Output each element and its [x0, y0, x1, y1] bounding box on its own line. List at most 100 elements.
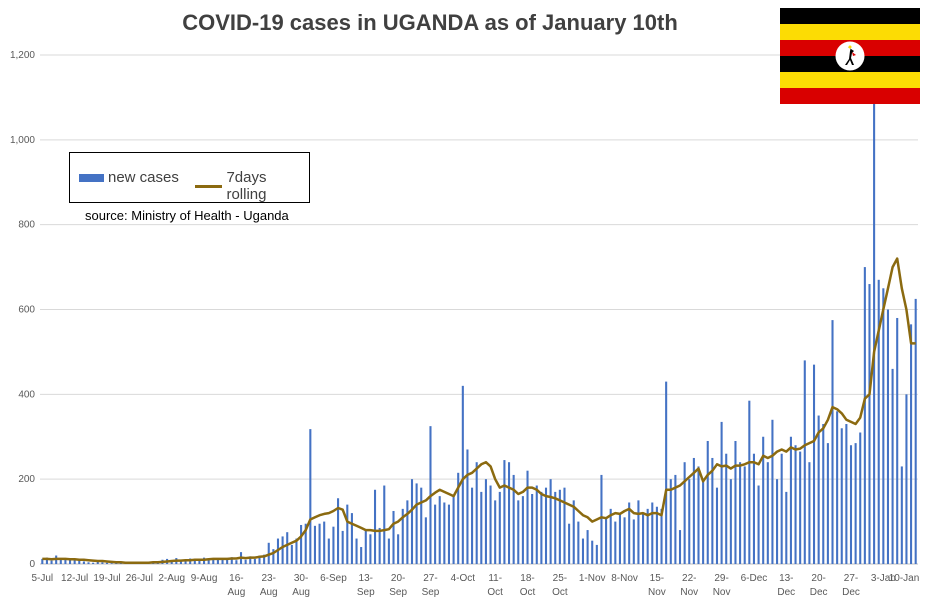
bar-new-cases: [757, 485, 760, 564]
bar-new-cases: [424, 517, 427, 564]
bar-new-cases: [739, 462, 742, 564]
x-tick-label: 26-Jul: [126, 573, 153, 584]
bar-new-cases: [105, 562, 109, 564]
bar-new-cases: [471, 487, 474, 564]
bar-new-cases: [179, 560, 182, 564]
bar-new-cases: [507, 462, 511, 564]
y-tick-label: 600: [18, 305, 35, 316]
x-tick-label: 29-: [714, 573, 728, 584]
bar-new-cases: [346, 504, 349, 564]
bar-new-cases: [896, 317, 899, 564]
bar-new-cases: [96, 561, 99, 564]
bar-new-cases: [711, 457, 714, 564]
bar-new-cases: [632, 519, 635, 564]
bar-new-cases: [226, 558, 229, 564]
bar-new-cases: [355, 538, 358, 564]
bar-new-cases: [581, 538, 585, 564]
bar-new-cases: [50, 560, 53, 564]
bar-new-cases: [715, 487, 719, 564]
flag-stripe-5: [780, 72, 920, 88]
x-tick-label-line2: Aug: [260, 587, 278, 598]
bar-new-cases: [794, 445, 797, 564]
x-tick-label: 13-: [779, 573, 793, 584]
x-tick-label: 20-: [811, 573, 825, 584]
x-tick-label: 5-Jul: [31, 573, 53, 584]
bar-new-cases: [59, 559, 62, 564]
bar-new-cases: [868, 284, 871, 564]
bar-new-cases: [230, 557, 233, 564]
x-tick-label: 30-: [294, 573, 308, 584]
bar-new-cases: [41, 558, 44, 564]
bar-new-cases: [840, 428, 843, 564]
bar-new-cases: [642, 513, 645, 564]
bar-new-cases: [447, 504, 451, 564]
bar-new-cases: [808, 462, 811, 564]
bar-new-cases: [406, 500, 409, 564]
bar-new-cases: [318, 523, 321, 564]
bar-new-cases: [290, 544, 293, 564]
x-tick-label-line2: Sep: [389, 587, 407, 598]
legend-item-new-cases: new cases: [79, 169, 179, 186]
axes: 0 200 400 600 800 1,000 1,200 5-Jul 12-Jul 19-Jul…: [10, 50, 919, 598]
bar-new-cases: [669, 479, 672, 564]
x-tick-label: 2-Aug: [158, 573, 185, 584]
bar-new-cases: [886, 309, 890, 564]
x-tick-label: 9-Aug: [191, 573, 218, 584]
bar-new-cases: [383, 485, 386, 564]
bar-new-cases: [789, 436, 792, 564]
bar-new-cases: [600, 474, 603, 564]
bar-new-cases: [836, 411, 839, 564]
bar-new-cases: [475, 462, 478, 564]
bar-new-cases: [859, 432, 862, 564]
bar-new-cases: [327, 538, 330, 564]
legend-swatch-line: [195, 184, 223, 188]
bar-new-cases: [443, 502, 446, 564]
bar-new-cases: [253, 558, 256, 564]
bar-new-cases: [586, 530, 589, 564]
bar-new-cases: [110, 563, 113, 564]
bar-new-cases: [628, 502, 631, 564]
bar-new-cases: [119, 563, 122, 564]
x-tick-label: 27-: [423, 573, 437, 584]
x-tick-label: 1-Nov: [579, 573, 606, 584]
bar-new-cases: [637, 500, 640, 564]
bar-new-cases: [780, 453, 783, 564]
bar-new-cases: [207, 559, 210, 564]
bar-new-cases: [295, 538, 298, 564]
x-tick-label: 19-Jul: [93, 573, 120, 584]
bar-new-cases: [401, 508, 404, 564]
bar-new-cases: [646, 508, 649, 564]
bar-new-cases: [831, 320, 834, 564]
source-annotation: source: Ministry of Health - Uganda: [85, 208, 289, 223]
bar-new-cases: [212, 558, 215, 564]
bar-new-cases: [452, 496, 455, 564]
bar-new-cases: [591, 540, 594, 564]
bar-new-cases: [517, 500, 520, 564]
x-tick-label: 23-: [262, 573, 276, 584]
bar-new-cases: [489, 485, 492, 564]
bar-new-cases: [614, 521, 617, 564]
bar-new-cases: [914, 298, 917, 564]
bar-new-cases: [702, 481, 705, 564]
legend-item-rolling: 7days rolling: [195, 169, 309, 203]
y-tick-label: 400: [18, 389, 35, 400]
bar-new-cases: [877, 279, 880, 564]
bar-new-cases: [466, 449, 469, 564]
bar-new-cases: [660, 508, 663, 564]
x-tick-label: 15-: [650, 573, 664, 584]
x-tick-label: 22-: [682, 573, 696, 584]
bar-new-cases: [697, 466, 700, 564]
bar-new-cases: [785, 491, 788, 564]
bar-new-cases: [651, 502, 654, 564]
bar-new-cases: [526, 470, 529, 564]
bar-new-cases: [734, 440, 737, 564]
bar-new-cases: [235, 560, 238, 564]
bar-new-cases: [378, 527, 381, 564]
bar-new-cases: [873, 55, 876, 564]
bar-new-cases: [410, 479, 414, 564]
y-tick-label: 800: [18, 220, 35, 231]
bar-new-cases: [244, 559, 247, 564]
bar-new-cases: [725, 453, 728, 564]
x-tick-label-line2: Oct: [552, 587, 568, 598]
bar-new-cases: [494, 500, 497, 564]
